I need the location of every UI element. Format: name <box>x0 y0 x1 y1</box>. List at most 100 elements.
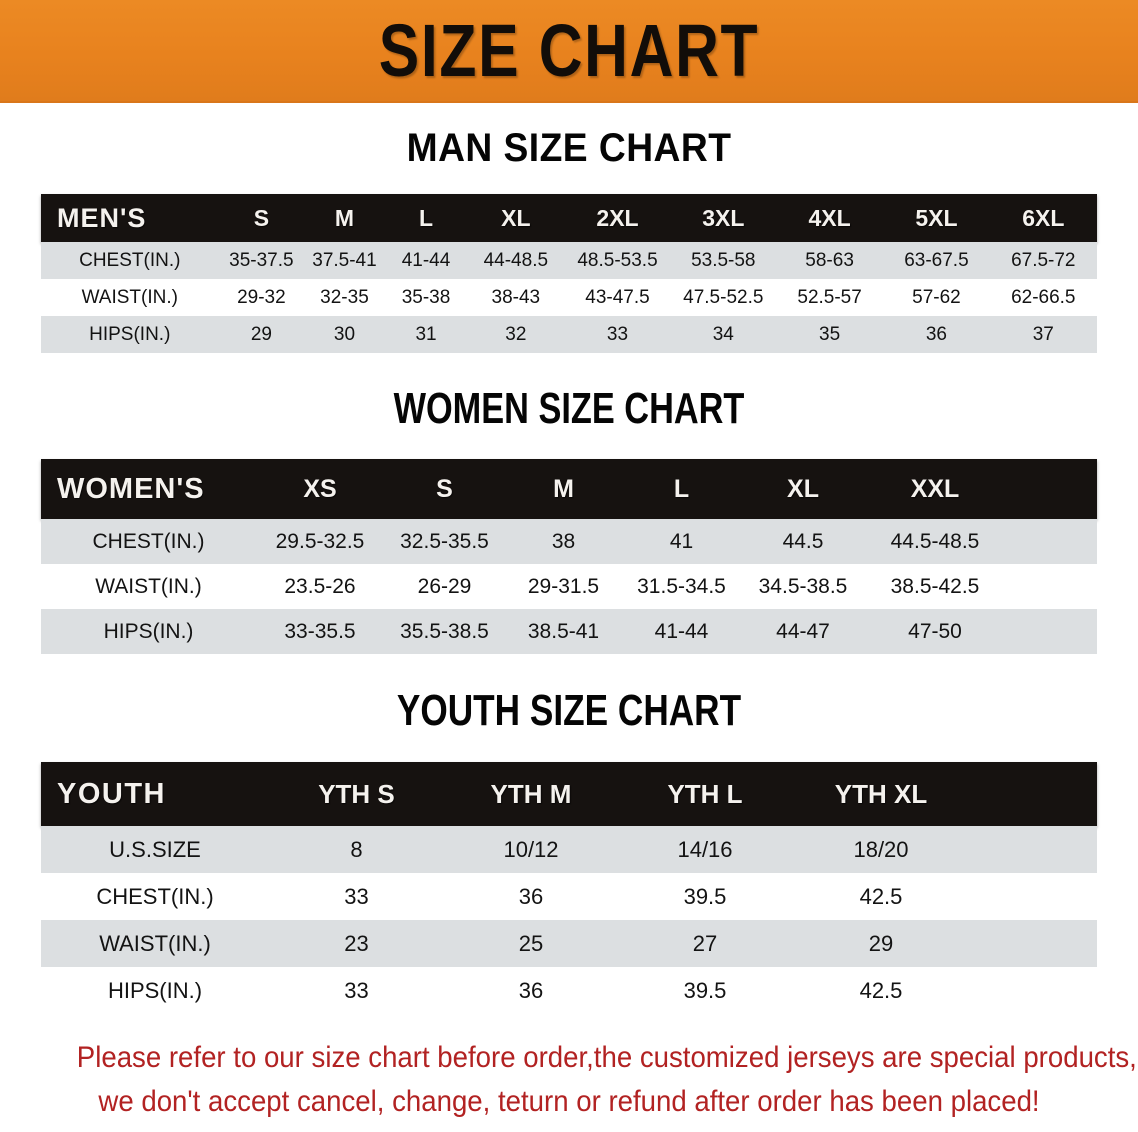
youth-table-body: U.S.SIZE 8 10/12 14/16 18/20 CHEST(IN.) … <box>41 826 1097 1014</box>
table-cell: 35.5-38.5 <box>384 609 505 654</box>
man-col-header: S <box>218 194 305 242</box>
women-table-header: WOMEN'S XS S M L XL XXL <box>41 459 1097 519</box>
page-banner: SIZE CHART <box>0 0 1138 103</box>
table-header-row: WOMEN'S XS S M L XL XXL <box>41 459 1097 519</box>
man-section-title: MAN SIZE CHART <box>406 126 732 170</box>
table-cell: 30 <box>304 316 385 353</box>
women-col-header: XL <box>741 459 865 519</box>
table-cell: 27 <box>618 920 792 967</box>
row-label: CHEST(IN.) <box>41 519 256 564</box>
women-col-header: M <box>505 459 622 519</box>
row-label: WAIST(IN.) <box>41 564 256 609</box>
man-table-header: MEN'S S M L XL 2XL 3XL 4XL 5XL 6XL <box>41 194 1097 242</box>
table-cell: 38-43 <box>467 279 565 316</box>
table-cell: 36 <box>444 967 618 1014</box>
youth-col-header: YTH S <box>269 762 444 826</box>
table-cell: 44-47 <box>741 609 865 654</box>
table-cell: 53.5-58 <box>670 242 776 279</box>
table-cell: 48.5-53.5 <box>564 242 671 279</box>
table-cell: 26-29 <box>384 564 505 609</box>
table-cell: 29 <box>792 920 970 967</box>
table-cell: 41-44 <box>622 609 741 654</box>
table-cell: 33-35.5 <box>256 609 384 654</box>
table-cell: 42.5 <box>792 873 970 920</box>
table-cell: 33 <box>269 967 444 1014</box>
table-row: HIPS(IN.) 29 30 31 32 33 34 35 36 37 <box>41 316 1097 353</box>
table-row: HIPS(IN.) 33 36 39.5 42.5 <box>41 967 1097 1014</box>
table-cell: 31 <box>384 316 468 353</box>
table-cell: 38.5-42.5 <box>865 564 1005 609</box>
page-title: SIZE CHART <box>378 8 760 92</box>
table-cell: 32.5-35.5 <box>384 519 505 564</box>
row-label: HIPS(IN.) <box>41 609 256 654</box>
man-corner-label: MEN'S <box>41 194 219 242</box>
row-label: HIPS(IN.) <box>41 316 219 353</box>
table-cell-spacer <box>970 920 1097 967</box>
youth-section-title: YOUTH SIZE CHART <box>396 686 742 735</box>
man-col-header: 2XL <box>564 194 671 242</box>
table-cell: 47.5-52.5 <box>670 279 776 316</box>
youth-table-header: YOUTH YTH S YTH M YTH L YTH XL <box>41 762 1097 826</box>
table-cell: 44.5 <box>741 519 865 564</box>
return-policy-note: Please refer to our size chart before or… <box>77 1036 1137 1124</box>
table-cell-spacer <box>970 967 1097 1014</box>
table-cell: 29 <box>218 316 305 353</box>
table-cell: 35-38 <box>384 279 468 316</box>
table-cell: 35-37.5 <box>218 242 305 279</box>
table-cell: 29-31.5 <box>505 564 622 609</box>
table-cell: 34.5-38.5 <box>741 564 865 609</box>
youth-corner-label: YOUTH <box>41 762 269 826</box>
table-cell: 37 <box>989 316 1097 353</box>
table-cell: 58-63 <box>775 242 884 279</box>
table-cell: 41 <box>622 519 741 564</box>
table-cell: 10/12 <box>444 826 618 873</box>
table-cell: 29.5-32.5 <box>256 519 384 564</box>
table-cell: 63-67.5 <box>883 242 990 279</box>
youth-col-header: YTH M <box>444 762 618 826</box>
man-col-header: L <box>384 194 468 242</box>
table-cell: 42.5 <box>792 967 970 1014</box>
table-cell: 32-35 <box>304 279 385 316</box>
man-col-header: M <box>304 194 385 242</box>
table-cell-spacer <box>970 826 1097 873</box>
table-cell: 39.5 <box>618 873 792 920</box>
table-cell: 41-44 <box>384 242 468 279</box>
table-cell: 38 <box>505 519 622 564</box>
table-cell: 32 <box>467 316 565 353</box>
women-size-table: WOMEN'S XS S M L XL XXL CHEST(IN.) 29.5-… <box>41 459 1097 654</box>
women-table-body: CHEST(IN.) 29.5-32.5 32.5-35.5 38 41 44.… <box>41 519 1097 654</box>
row-label: HIPS(IN.) <box>41 967 269 1014</box>
row-label: CHEST(IN.) <box>41 242 219 279</box>
row-label: WAIST(IN.) <box>41 920 269 967</box>
table-cell-spacer <box>1005 564 1097 609</box>
table-cell: 38.5-41 <box>505 609 622 654</box>
table-cell: 43-47.5 <box>564 279 671 316</box>
youth-col-header: YTH L <box>618 762 792 826</box>
women-corner-label: WOMEN'S <box>41 459 256 519</box>
youth-size-table: YOUTH YTH S YTH M YTH L YTH XL U.S.SIZE … <box>41 762 1097 1014</box>
table-cell: 33 <box>564 316 671 353</box>
table-row: HIPS(IN.) 33-35.5 35.5-38.5 38.5-41 41-4… <box>41 609 1097 654</box>
man-col-header: XL <box>467 194 565 242</box>
table-cell: 35 <box>775 316 884 353</box>
table-cell: 34 <box>670 316 776 353</box>
women-header-spacer <box>1005 459 1097 519</box>
table-row: U.S.SIZE 8 10/12 14/16 18/20 <box>41 826 1097 873</box>
man-table-body: CHEST(IN.) 35-37.5 37.5-41 41-44 44-48.5… <box>41 242 1097 353</box>
table-cell-spacer <box>1005 609 1097 654</box>
table-cell: 37.5-41 <box>304 242 385 279</box>
women-col-header: XXL <box>865 459 1005 519</box>
man-col-header: 5XL <box>883 194 990 242</box>
table-row: WAIST(IN.) 23 25 27 29 <box>41 920 1097 967</box>
row-label: WAIST(IN.) <box>41 279 219 316</box>
table-row: WAIST(IN.) 23.5-26 26-29 29-31.5 31.5-34… <box>41 564 1097 609</box>
table-row: CHEST(IN.) 33 36 39.5 42.5 <box>41 873 1097 920</box>
table-cell: 23.5-26 <box>256 564 384 609</box>
table-cell: 44-48.5 <box>467 242 565 279</box>
women-section-title: WOMEN SIZE CHART <box>393 384 745 433</box>
table-row: CHEST(IN.) 29.5-32.5 32.5-35.5 38 41 44.… <box>41 519 1097 564</box>
table-cell-spacer <box>1005 519 1097 564</box>
table-cell: 57-62 <box>883 279 990 316</box>
women-col-header: L <box>622 459 741 519</box>
youth-col-header: YTH XL <box>792 762 970 826</box>
